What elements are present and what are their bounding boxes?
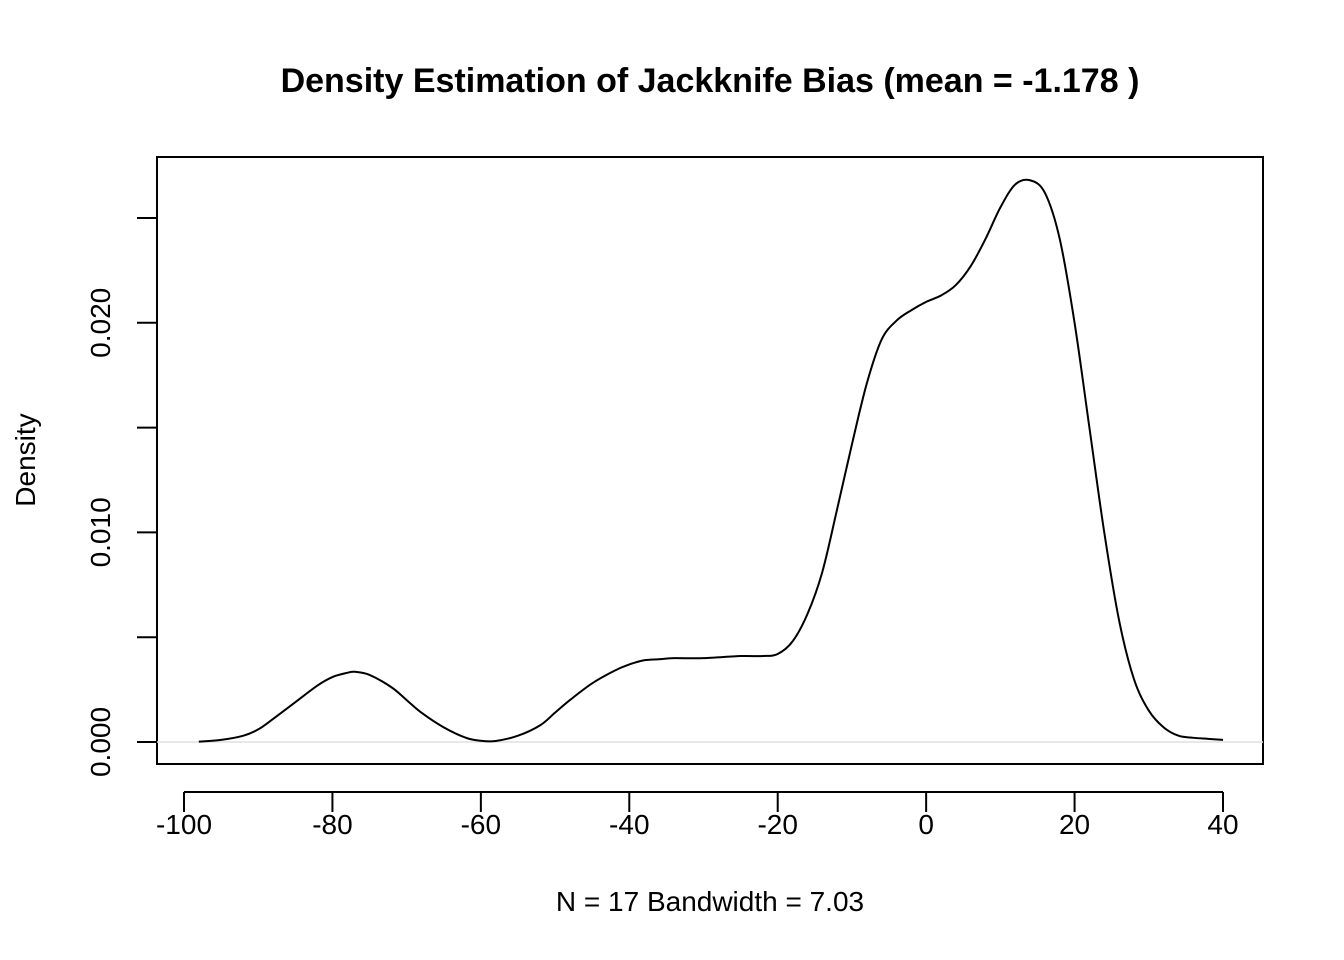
chart-title: Density Estimation of Jackknife Bias (me…	[281, 62, 1140, 100]
density-curve	[198, 178, 1224, 743]
x-axis: -100 -80 -60 -40 -20 0 20 40	[156, 791, 1239, 840]
y-axis-label: Density	[10, 413, 41, 506]
x-tick-label: 40	[1207, 809, 1238, 840]
x-tick-label: -80	[312, 809, 352, 840]
y-tick-label: 0.000	[85, 707, 116, 777]
x-tick-label: 20	[1059, 809, 1090, 840]
y-axis: 0.000 0.010 0.020	[85, 217, 158, 777]
x-tick-label: -40	[609, 809, 649, 840]
x-tick-label: -100	[156, 809, 212, 840]
y-tick-label: 0.010	[85, 497, 116, 567]
y-tick-label: 0.020	[85, 288, 116, 358]
plot-frame	[156, 156, 1264, 765]
x-axis-label: N = 17 Bandwidth = 7.03	[556, 886, 864, 917]
x-tick-label: -60	[461, 809, 501, 840]
x-tick-label: 0	[918, 809, 934, 840]
x-tick-label: -20	[757, 809, 797, 840]
